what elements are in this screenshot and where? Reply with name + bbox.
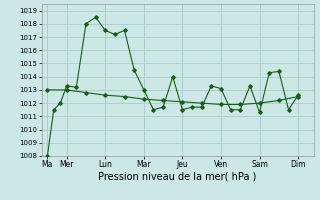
X-axis label: Pression niveau de la mer( hPa ): Pression niveau de la mer( hPa ) [99, 172, 257, 182]
